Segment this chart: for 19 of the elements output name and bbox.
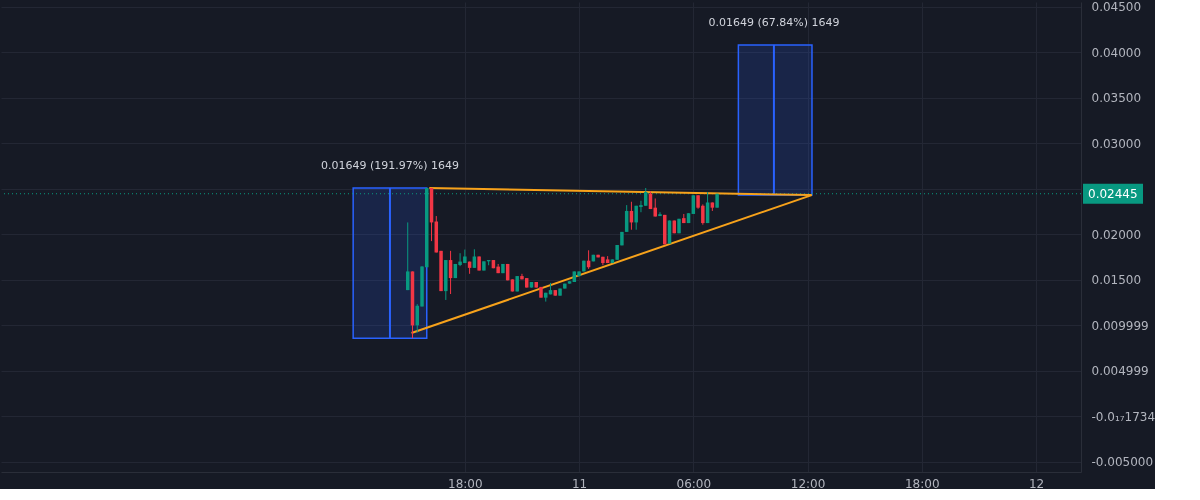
x-tick-label: 11 <box>571 476 588 491</box>
y-tick-label: 0.01500 <box>1091 273 1142 288</box>
y-tick-label: 0.03000 <box>1091 136 1142 151</box>
y-tick-label: 0.004999 <box>1091 364 1149 379</box>
y-tick-label: 0.02000 <box>1091 227 1142 242</box>
x-tick-label: 12 <box>1028 476 1045 491</box>
y-tick-label: 0.04500 <box>1091 0 1142 15</box>
y-tick-label: 0.009999 <box>1091 318 1149 333</box>
annotation: 0.01649 (191.97%) 1649 <box>320 159 459 172</box>
x-tick-label: 18:00 <box>448 476 483 491</box>
y-tick-label: 0.03500 <box>1091 91 1142 106</box>
ref-line-label: 0.02445 <box>1088 186 1138 201</box>
y-tick-label: 0.04000 <box>1091 45 1142 60</box>
x-tick-label: 18:00 <box>904 476 940 491</box>
x-tick-label: 12:00 <box>790 476 826 491</box>
y-tick-label: -0.0₁₇1734 <box>1091 409 1156 424</box>
x-tick-label: 06:00 <box>676 476 712 491</box>
y-tick-label: -0.005000 <box>1091 455 1154 470</box>
annotation: 0.01649 (67.84%) 1649 <box>708 15 840 29</box>
